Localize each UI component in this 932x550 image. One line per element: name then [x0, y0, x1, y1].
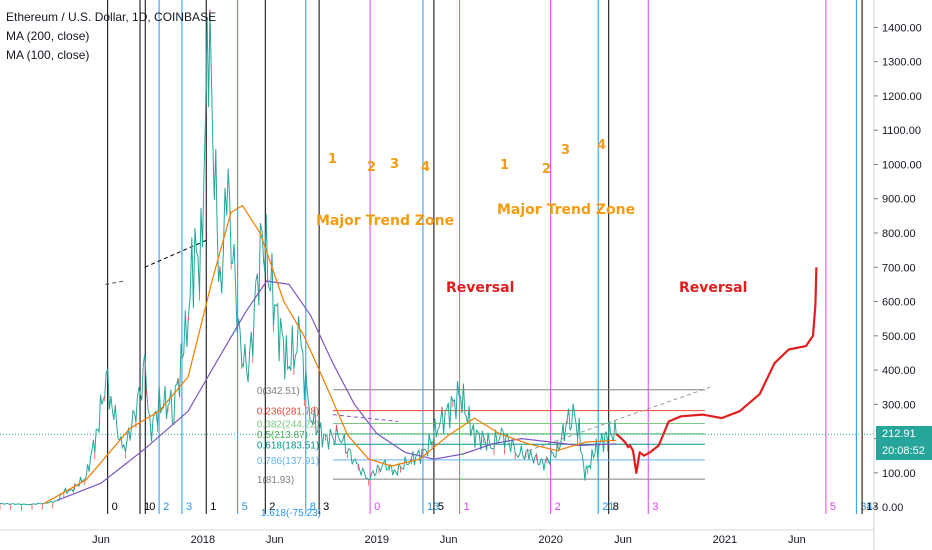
trendline — [332, 414, 399, 422]
reversal-label-a: Reversal — [446, 280, 515, 296]
fib-level-label: 1.618(-75.23) — [261, 508, 321, 519]
time-axis-label: Jun — [266, 534, 284, 546]
price-axis-label: 1300.00 — [882, 57, 922, 69]
major-trend-zone-label-a: Major Trend Zone — [316, 213, 455, 229]
reversal-label-b: Reversal — [679, 280, 748, 296]
cycle-line-label: 0 — [149, 501, 155, 513]
cycle-line-label: 3 — [323, 501, 329, 513]
price-axis-label: 400.00 — [882, 365, 916, 377]
ma200-legend-label: MA (200, close) — [6, 29, 90, 43]
cycle-line-label: 8 — [310, 501, 316, 513]
cycle-line-label: 2 — [163, 501, 169, 513]
time-axis-label: 2020 — [538, 534, 562, 546]
cycle-line-label: 13 — [866, 501, 878, 513]
fib-level-label: 0.5(213.87) — [257, 430, 308, 441]
cycle-line-label: 5 — [242, 501, 248, 513]
price-axis-label: 600.00 — [882, 297, 916, 309]
current-price-tag: 212.91 — [876, 426, 932, 444]
fib-level-label: 0.618(183.51) — [257, 440, 319, 451]
fib-level-label: 0.786(137.91) — [257, 456, 319, 467]
chart-legend: Ethereum / U.S. Dollar, 1D, COINBASE MA … — [6, 8, 216, 65]
wave-label-a2: 2 — [367, 160, 377, 175]
cycle-line-label: 1 — [144, 501, 150, 513]
cycle-line-label: 1 — [210, 501, 216, 513]
cycle-line-label: 3 — [186, 501, 192, 513]
time-axis-label: Jun — [614, 534, 632, 546]
wave-label-a3: 3 — [390, 157, 400, 172]
time-axis-label: Jun — [440, 534, 458, 546]
price-axis-label: 1200.00 — [882, 91, 922, 103]
wave-label-b2: 2 — [542, 162, 552, 177]
cycle-line-label: 34 — [860, 501, 872, 513]
price-axis-label: 100.00 — [882, 468, 916, 480]
cycle-line-label: 5 — [830, 501, 836, 513]
price-axis-label: 900.00 — [882, 194, 916, 206]
cycle-line-label: 13 — [427, 501, 439, 513]
cycle-line-label: 0 — [112, 501, 118, 513]
time-axis-label: 2019 — [365, 534, 389, 546]
fib-level-label: 0.236(281.78) — [257, 407, 319, 418]
fib-level-label: 0(342.51) — [257, 386, 300, 397]
wave-label-b3: 3 — [561, 143, 571, 158]
wave-label-a4: 4 — [421, 160, 431, 175]
price-axis-label: 1400.00 — [882, 22, 922, 34]
time-axis-label: Jun — [788, 534, 806, 546]
time-axis-label: 2021 — [713, 534, 737, 546]
time-axis-label: Jun — [92, 534, 110, 546]
cycle-line-label: 8 — [613, 501, 619, 513]
ma100-legend-label: MA (100, close) — [6, 48, 90, 62]
wave-label-b4: 4 — [597, 138, 607, 153]
fib-level-label: 0.382(244.22) — [257, 419, 319, 430]
cycle-line-label: 2 — [555, 501, 561, 513]
ma100-line — [43, 205, 617, 505]
projection-path — [615, 267, 818, 474]
fib-level-label: 1(81.93) — [257, 475, 294, 486]
major-trend-zone-label-b: Major Trend Zone — [497, 202, 636, 218]
price-axis-label: 0.00 — [882, 502, 903, 514]
trendline — [144, 239, 208, 268]
wave-label-b1: 1 — [500, 158, 510, 173]
chart-title: Ethereum / U.S. Dollar, 1D, COINBASE — [6, 10, 217, 24]
price-axis-label: 800.00 — [882, 228, 916, 240]
wave-label-a1: 1 — [328, 152, 338, 167]
cycle-line-label: 3 — [652, 501, 658, 513]
price-axis-label: 300.00 — [882, 399, 916, 411]
cycle-line-label: 1 — [464, 501, 470, 513]
trendline — [105, 280, 125, 285]
price-axis-label: 700.00 — [882, 262, 916, 274]
cycle-line-label: 0 — [374, 501, 380, 513]
price-axis-label: 1100.00 — [882, 125, 921, 137]
cycle-line-label: 2 — [269, 501, 275, 513]
price-axis-label: 1000.00 — [882, 159, 922, 171]
cycle-line-label: 5 — [438, 501, 444, 513]
price-series-line — [0, 9, 617, 506]
price-axis-label: 500.00 — [882, 331, 916, 343]
time-axis-label: 2018 — [191, 534, 215, 546]
countdown-timer-tag: 20:08:52 — [876, 443, 932, 461]
